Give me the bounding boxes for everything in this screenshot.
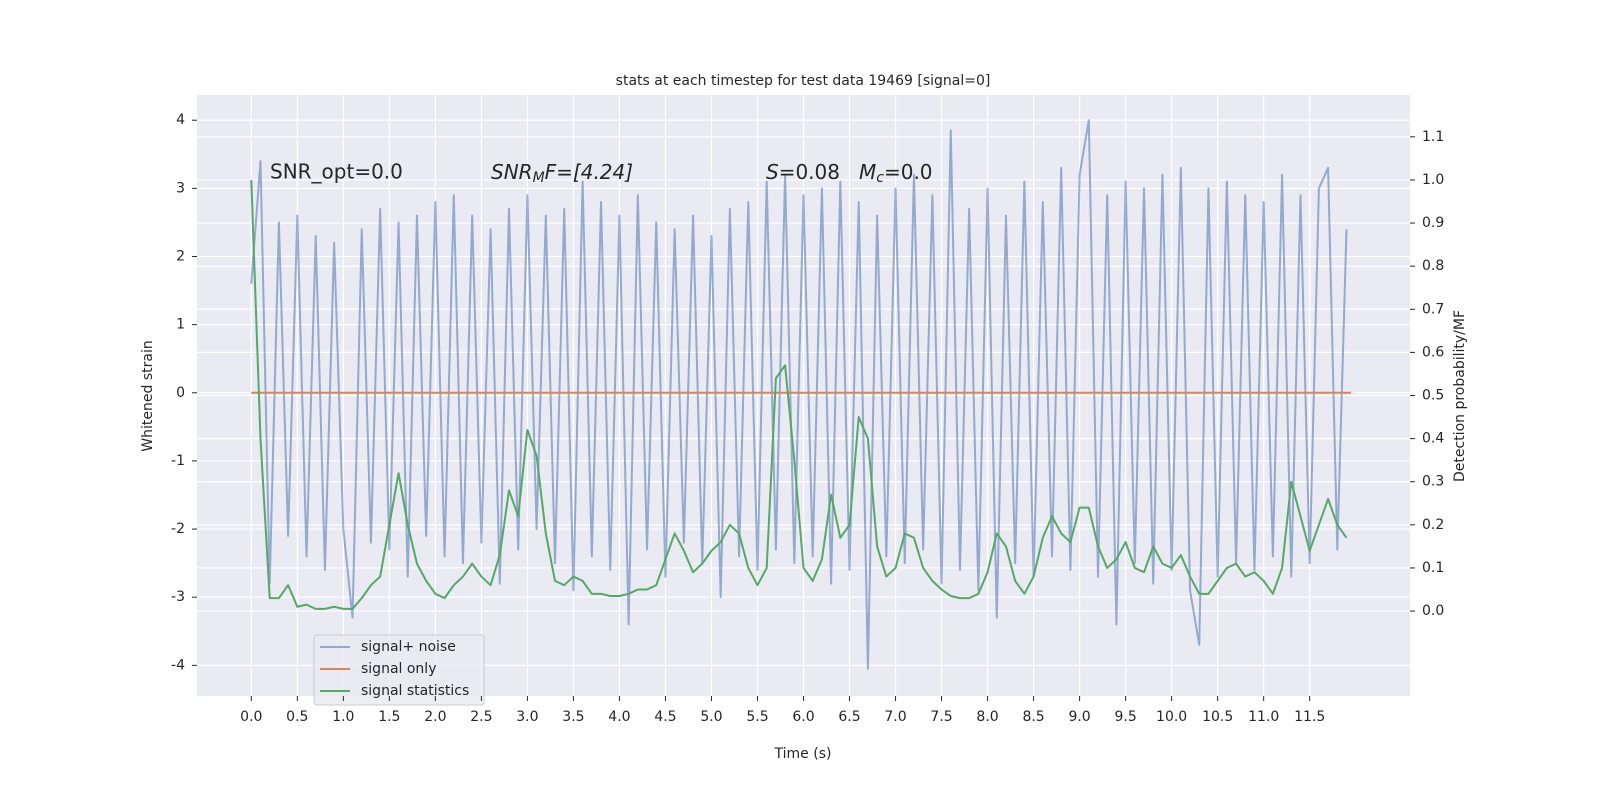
y-tick-label: -2 <box>171 521 185 537</box>
x-tick-label: 5.0 <box>700 709 722 725</box>
y2-tick-label: 0.1 <box>1422 560 1444 576</box>
x-tick-label: 1.0 <box>332 709 354 725</box>
annotation-part: =0.08 <box>779 160 840 184</box>
y2-tick-label: 0.3 <box>1422 474 1444 490</box>
annotation-part: SNR <box>491 160 533 184</box>
marks <box>250 119 1352 670</box>
legend-frame <box>313 634 485 706</box>
y-tick-label: 4 <box>176 112 185 128</box>
annotation-part: M <box>859 160 876 184</box>
x-tick-label: 10.0 <box>1156 709 1187 725</box>
series-line <box>250 179 1348 610</box>
annotation-sub: M <box>533 170 545 186</box>
x-tick-label: 5.5 <box>746 709 768 725</box>
y-tick-label: 3 <box>176 180 185 196</box>
x-tick-label: 11.0 <box>1248 709 1279 725</box>
x-tick-label: 3.5 <box>562 709 584 725</box>
y2-axis-label: Detection probability/MF <box>1452 310 1468 482</box>
annotation: SNR_opt=0.0 <box>270 160 403 184</box>
y2-tick-label: 0.6 <box>1422 344 1444 360</box>
x-tick-label: 4.0 <box>608 709 630 725</box>
y-tick-label: -1 <box>171 453 185 469</box>
y2-tick-label: 0.0 <box>1422 603 1444 619</box>
x-tick-label: 2.5 <box>470 709 492 725</box>
x-tick-label: 0.5 <box>286 709 308 725</box>
y2-tick-label: 0.5 <box>1422 388 1444 404</box>
y-axis-label: Whitened strain <box>140 340 156 451</box>
y2-tick-label: 0.8 <box>1422 258 1444 274</box>
annotation-part: =0.0 <box>884 160 933 184</box>
annotation: SNRMF=[4.24] <box>491 160 633 187</box>
y-tick-label: 2 <box>176 248 185 264</box>
y2-tick-label: 0.4 <box>1422 431 1444 447</box>
y2-tick-label: 1.1 <box>1422 129 1444 145</box>
x-tick-label: 0.0 <box>240 709 262 725</box>
annotation: S=0.08 <box>766 160 840 184</box>
y-tick-label: 1 <box>176 317 185 333</box>
legend-label: signal statistics <box>361 683 469 699</box>
x-tick-label: 9.0 <box>1068 709 1090 725</box>
x-axis-label: Time (s) <box>774 746 832 762</box>
y2-tick-label: 0.7 <box>1422 301 1444 317</box>
y2-tick-label: 1.0 <box>1422 172 1444 188</box>
annotation-sub: c <box>876 170 884 186</box>
annotation-part: S <box>766 160 779 184</box>
annotation-part: F=[4.24] <box>545 160 633 184</box>
y2-tick-label: 0.2 <box>1422 517 1444 533</box>
x-tick-label: 6.5 <box>838 709 860 725</box>
x-tick-label: 2.0 <box>424 709 446 725</box>
x-tick-label: 7.5 <box>930 709 952 725</box>
legend-label: signal+ noise <box>361 639 456 655</box>
y-tick-label: -4 <box>171 657 185 673</box>
x-tick-label: 7.0 <box>884 709 906 725</box>
annotation: Mc=0.0 <box>859 160 933 187</box>
x-tick-label: 10.5 <box>1202 709 1233 725</box>
y-tick-label: -3 <box>171 589 185 605</box>
x-tick-label: 9.5 <box>1114 709 1136 725</box>
x-tick-label: 4.5 <box>654 709 676 725</box>
y-tick-label: 0 <box>176 385 185 401</box>
y2-tick-label: 0.9 <box>1422 215 1444 231</box>
x-tick-label: 11.5 <box>1294 709 1325 725</box>
chart-title: stats at each timestep for test data 194… <box>616 73 991 89</box>
series-line <box>250 119 1348 670</box>
x-tick-label: 6.0 <box>792 709 814 725</box>
x-tick-label: 3.0 <box>516 709 538 725</box>
x-tick-label: 8.5 <box>1022 709 1044 725</box>
x-tick-label: 8.0 <box>976 709 998 725</box>
legend-label: signal only <box>361 661 436 677</box>
x-tick-label: 1.5 <box>378 709 400 725</box>
legend: signal+ noise signal only signal statistic… <box>313 634 485 706</box>
